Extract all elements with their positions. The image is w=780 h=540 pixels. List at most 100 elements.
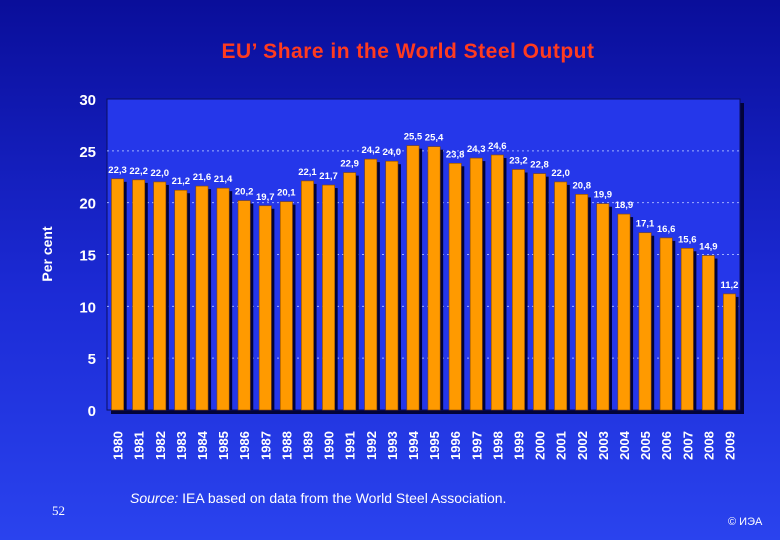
data-label: 21,2 bbox=[172, 176, 191, 187]
data-label: 22,9 bbox=[340, 159, 359, 170]
x-tick-label: 1982 bbox=[153, 431, 168, 460]
data-label: 19,7 bbox=[256, 192, 275, 203]
y-tick-label: 20 bbox=[79, 196, 96, 213]
copyright-notice: © ИЭА bbox=[728, 516, 763, 528]
x-tick-label: 1996 bbox=[448, 431, 463, 460]
x-tick-label: 1998 bbox=[490, 431, 505, 460]
data-label: 14,9 bbox=[699, 242, 718, 253]
data-label: 15,6 bbox=[678, 234, 697, 245]
y-tick-label: 5 bbox=[88, 351, 96, 368]
x-tick-label: 2004 bbox=[617, 430, 632, 460]
y-tick-label: 15 bbox=[79, 248, 96, 265]
bar bbox=[448, 162, 462, 411]
data-label: 25,5 bbox=[404, 132, 423, 143]
bar bbox=[638, 232, 652, 411]
bar bbox=[301, 180, 314, 411]
x-tick-label: 1981 bbox=[132, 431, 147, 460]
data-label: 22,0 bbox=[551, 168, 570, 179]
bar bbox=[427, 146, 441, 411]
x-tick-label: 1992 bbox=[364, 431, 379, 460]
source-label: Source: bbox=[130, 490, 179, 506]
x-tick-label: 1990 bbox=[322, 431, 337, 460]
data-label: 24,6 bbox=[488, 141, 507, 152]
data-label: 11,2 bbox=[720, 280, 738, 291]
x-tick-label: 1991 bbox=[343, 431, 358, 460]
bar bbox=[554, 181, 568, 411]
bar bbox=[195, 185, 209, 411]
y-tick-labels: 0 5 10 15 20 25 30 bbox=[79, 92, 96, 420]
bar bbox=[680, 247, 694, 411]
bar bbox=[216, 187, 230, 411]
bar bbox=[533, 173, 546, 411]
bar bbox=[174, 189, 188, 411]
bar bbox=[153, 181, 167, 411]
bar bbox=[111, 178, 124, 411]
bar bbox=[364, 158, 378, 411]
bar bbox=[701, 255, 715, 411]
bar bbox=[659, 237, 673, 411]
x-tick-label: 1980 bbox=[111, 431, 126, 460]
x-tick-label: 2003 bbox=[596, 431, 611, 460]
data-label: 25,4 bbox=[425, 133, 444, 144]
bars bbox=[111, 145, 739, 411]
data-label: 22,3 bbox=[108, 165, 127, 176]
x-tick-label: 1987 bbox=[258, 431, 273, 460]
data-label: 22,8 bbox=[530, 160, 549, 171]
data-label: 20,2 bbox=[235, 187, 254, 198]
x-tick-label: 2009 bbox=[722, 431, 737, 460]
y-tick-label: 30 bbox=[79, 92, 96, 109]
source-text: IEA based on data from the World Steel A… bbox=[178, 490, 507, 506]
x-tick-label: 1993 bbox=[385, 431, 400, 460]
data-label: 24,2 bbox=[362, 145, 381, 156]
bar bbox=[490, 154, 504, 411]
data-label: 17,1 bbox=[636, 219, 655, 230]
source-note: Source: IEA based on data from the World… bbox=[130, 490, 506, 506]
data-label: 20,1 bbox=[277, 188, 296, 199]
data-label: 23,2 bbox=[509, 155, 528, 166]
y-axis-label: Per cent bbox=[39, 226, 55, 282]
bar bbox=[322, 184, 335, 411]
x-tick-label: 1989 bbox=[300, 431, 315, 460]
chart-title: EU’ Share in the World Steel Output bbox=[221, 40, 595, 63]
x-tick-labels: 1980 1981 1982 1983 1984 1985 1986 1987 1988 1989… bbox=[111, 430, 738, 460]
data-label: 23,8 bbox=[446, 149, 465, 160]
bar bbox=[279, 201, 293, 411]
data-label: 22,0 bbox=[151, 168, 170, 179]
x-tick-label: 1983 bbox=[174, 431, 189, 460]
page-number: 52 bbox=[52, 503, 65, 518]
x-tick-label: 1984 bbox=[195, 430, 210, 460]
data-label: 19,9 bbox=[594, 190, 613, 201]
gridlines bbox=[107, 150, 740, 359]
x-tick-label: 2000 bbox=[533, 431, 548, 460]
data-label: 22,1 bbox=[298, 167, 317, 178]
x-tick-label: 2006 bbox=[659, 431, 674, 460]
data-label: 21,6 bbox=[193, 172, 212, 183]
x-tick-label: 1997 bbox=[469, 431, 484, 460]
x-tick-label: 2002 bbox=[575, 431, 590, 460]
bar bbox=[406, 145, 420, 411]
data-label: 24,0 bbox=[383, 147, 402, 158]
bar bbox=[723, 293, 736, 411]
x-tick-label: 2005 bbox=[638, 431, 653, 460]
y-tick-label: 10 bbox=[79, 299, 96, 316]
data-label: 18,9 bbox=[615, 200, 634, 211]
bar bbox=[132, 179, 146, 411]
bar bbox=[258, 205, 272, 411]
bar bbox=[512, 169, 525, 411]
data-labels: 22,3 22,2 22,021,2 21,6 21,420,2 19,7 20,122,1… bbox=[108, 132, 738, 291]
data-label: 21,4 bbox=[214, 174, 233, 185]
data-label: 21,7 bbox=[319, 171, 338, 182]
y-tick-label: 0 bbox=[88, 403, 96, 420]
bar bbox=[469, 157, 483, 411]
x-tick-label: 1999 bbox=[511, 431, 526, 460]
x-tick-label: 1985 bbox=[216, 431, 231, 460]
bar bbox=[385, 160, 399, 411]
bar bbox=[596, 203, 610, 411]
x-tick-label: 2007 bbox=[680, 431, 695, 460]
data-label: 20,8 bbox=[573, 180, 592, 191]
x-tick-label: 2008 bbox=[701, 431, 716, 460]
x-tick-label: 1988 bbox=[279, 431, 294, 460]
bar bbox=[617, 213, 631, 411]
data-label: 24,3 bbox=[467, 144, 486, 155]
x-tick-label: 2001 bbox=[554, 431, 569, 460]
